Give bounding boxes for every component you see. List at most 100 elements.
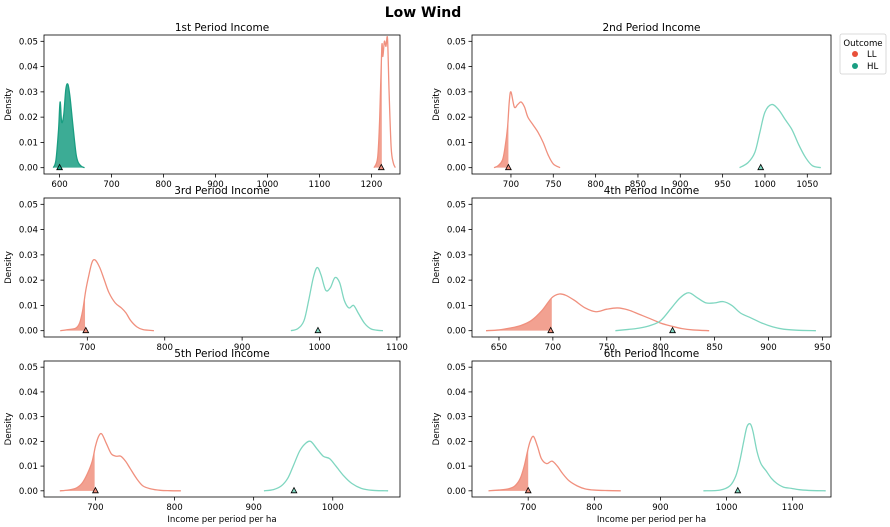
y-tick-label: 0.04 [447, 388, 466, 398]
series-hl-curve [52, 83, 85, 169]
legend-marker-hl [852, 63, 858, 69]
y-tick-label: 0.01 [19, 138, 38, 148]
x-tick-label: 1100 [386, 343, 408, 353]
y-tick-label: 0.03 [19, 251, 38, 261]
legend-label-ll: LL [867, 50, 877, 60]
plot-area [60, 258, 384, 332]
x-tick-label: 700 [545, 343, 561, 353]
panel-title: 1st Period Income [175, 22, 269, 34]
panel-title: 2nd Period Income [602, 22, 700, 34]
series-ll-marker [82, 326, 90, 334]
x-tick-label: 950 [814, 343, 830, 353]
axes-frame [471, 360, 832, 498]
series-ll-fill [59, 450, 95, 491]
y-tick-label: 0.02 [447, 113, 466, 123]
y-tick-label: 0.04 [447, 226, 466, 236]
panel-2: 2nd Period Income 0.00 0.01 0.02 0.03 0.04 0.0… [432, 22, 832, 190]
series-ll-curve [373, 36, 396, 168]
x-tick-label: 800 [157, 343, 173, 353]
x-tick-label: 1200 [360, 180, 382, 190]
y-tick-label: 0.00 [19, 327, 38, 337]
x-tick-label: 1000 [309, 343, 331, 353]
y-tick-label: 0.00 [447, 487, 466, 497]
x-tick-label: 900 [672, 180, 688, 190]
y-tick-label: 0.03 [447, 413, 466, 423]
x-tick-label: 850 [706, 343, 722, 353]
y-tick-label: 0.02 [447, 437, 466, 447]
y-tick-label: 0.02 [447, 276, 466, 286]
x-tick-label: 1000 [257, 180, 279, 190]
series-ll-marker [504, 163, 512, 171]
y-tick-label: 0.01 [447, 301, 466, 311]
series-ll-fill [486, 297, 552, 331]
y-tick-label: 0.04 [19, 388, 38, 398]
panel-4: 4th Period Income 0.00 0.01 0.02 0.03 0.04 0.0… [432, 185, 832, 353]
y-tick-label: 0.03 [19, 88, 38, 98]
x-tick-label: 800 [587, 180, 603, 190]
x-tick-label: 800 [155, 180, 171, 190]
axes-frame [43, 360, 401, 498]
panel-title: 4th Period Income [604, 185, 700, 197]
x-tick-label: 900 [652, 503, 668, 513]
series-hl-curve [263, 440, 389, 492]
y-axis-label: Density [432, 251, 442, 284]
series-hl-marker [757, 163, 765, 171]
legend: Outcome LL HL [839, 33, 887, 75]
axes-frame [43, 34, 401, 175]
series-ll-curve [60, 258, 154, 332]
y-axis-label: Density [4, 88, 14, 121]
plot-area [488, 423, 826, 492]
x-tick-label: 1000 [322, 503, 344, 513]
y-axis-label: Density [432, 88, 442, 121]
axes-frame [43, 197, 401, 338]
x-tick-label: 900 [207, 180, 223, 190]
series-hl-marker [669, 326, 676, 334]
x-tick-label: 750 [545, 180, 561, 190]
series-ll-fill [374, 46, 382, 168]
series-hl-marker [734, 486, 742, 494]
x-tick-label: 700 [87, 503, 103, 513]
series-ll-fill [494, 114, 509, 168]
x-tick-label: 650 [491, 343, 507, 353]
panel-3: 3rd Period Income 0.00 0.01 0.02 0.03 0.04 0.0… [4, 185, 408, 353]
x-tick-label: 1050 [796, 180, 818, 190]
series-hl-curve [739, 103, 821, 169]
legend-marker-ll [852, 51, 858, 57]
axes-frame [471, 197, 832, 338]
x-tick-label: 850 [630, 180, 646, 190]
series-ll-marker [91, 486, 99, 494]
x-tick-label: 800 [166, 503, 182, 513]
series-hl-curve [290, 266, 384, 332]
y-tick-label: 0.02 [19, 276, 38, 286]
figure-suptitle: Low Wind [385, 5, 462, 21]
plot-area [52, 36, 396, 169]
series-ll-fill [488, 448, 529, 491]
series-ll-fill [60, 295, 86, 331]
series-ll-curve [488, 435, 621, 492]
series-ll-marker [377, 163, 385, 171]
y-axis-label: Density [4, 413, 14, 446]
series-ll-curve [485, 293, 710, 332]
series-hl-fill [53, 83, 85, 168]
y-tick-label: 0.05 [447, 200, 466, 210]
panel-5: 5th Period Income 0.00 0.01 0.02 0.03 0.04 0.0… [4, 348, 401, 525]
y-axis-label: Density [4, 251, 14, 284]
y-tick-label: 0.04 [19, 226, 38, 236]
panel-title: 3rd Period Income [174, 185, 270, 197]
x-axis-label: Income per period per ha [597, 515, 706, 525]
y-tick-label: 0.00 [19, 164, 38, 174]
y-tick-label: 0.02 [19, 437, 38, 447]
series-hl-curve [615, 292, 816, 332]
x-tick-label: 900 [234, 343, 250, 353]
panel-title: 5th Period Income [174, 348, 270, 360]
x-tick-label: 950 [714, 180, 730, 190]
y-tick-label: 0.03 [447, 88, 466, 98]
y-tick-label: 0.02 [19, 113, 38, 123]
panel-6: 6th Period Income 0.00 0.01 0.02 0.03 0.04 0.0… [432, 348, 832, 525]
series-ll-curve [59, 432, 181, 492]
series-ll-marker [524, 486, 532, 494]
y-tick-label: 0.05 [447, 363, 466, 373]
plot-area [59, 432, 389, 492]
series-hl-marker [56, 163, 64, 171]
